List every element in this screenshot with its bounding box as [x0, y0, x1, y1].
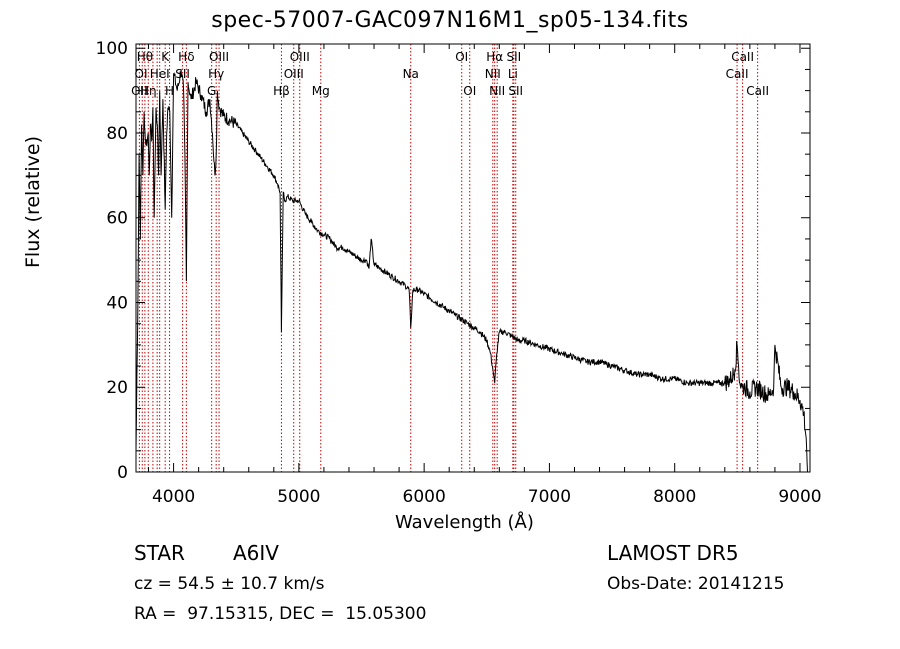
redshift-readout: cz = 54.5 ± 10.7 km/s — [134, 574, 325, 594]
spectral-line-labels: OIIHθHηHeIKHSIIHδGHγOIIIHβOIIIOIIIMgNaOI… — [131, 50, 769, 98]
axis-tick-labels: 4000 5000 6000 7000 8000 9000 0 20 40 60 80 100 — [96, 39, 822, 507]
object-class: STAR — [134, 541, 185, 565]
x-tick-label: 9000 — [778, 487, 821, 507]
y-tick-label: 40 — [106, 293, 128, 313]
survey-name: LAMOST DR5 — [607, 541, 739, 565]
spectral-line-label: OIII — [290, 50, 310, 64]
spectral-line-label: H — [165, 84, 174, 98]
x-tick-label: 5000 — [277, 487, 320, 507]
spectral-line-label: OIII — [284, 67, 304, 81]
x-tick-label: 6000 — [403, 487, 446, 507]
spectral-line-label: Li — [508, 67, 518, 81]
spectral-line-label: OI — [455, 50, 468, 64]
y-axis-label: Flux (relative) — [22, 135, 44, 268]
spectral-line-label: CaII — [726, 67, 749, 81]
axis-ticks — [136, 44, 810, 473]
spectral-line-label: CaII — [731, 50, 754, 64]
spectral-line-label: G — [207, 84, 216, 98]
chart-title: spec-57007-GAC097N16M1_sp05-134.fits — [211, 8, 689, 33]
spectral-line-label: Hδ — [178, 50, 194, 64]
spectral-line-label: NII — [485, 67, 501, 81]
spectral-line-label: K — [161, 50, 170, 64]
spectral-line-label: SII — [506, 50, 521, 64]
plot-frame — [135, 43, 811, 473]
y-tick-label: 80 — [106, 124, 128, 144]
object-subclass: A6IV — [233, 541, 279, 565]
spectral-line-label: OIII — [209, 50, 229, 64]
x-tick-label: 8000 — [653, 487, 696, 507]
spectral-line-label: Mg — [312, 84, 330, 98]
y-tick-label: 100 — [96, 39, 128, 59]
spectral-line-label: SII — [175, 67, 190, 81]
spectral-line-label: Hθ — [137, 50, 153, 64]
y-tick-label: 0 — [117, 463, 128, 483]
spectral-line-label: HeI — [150, 67, 170, 81]
spectral-line-label: SII — [508, 84, 523, 98]
x-axis-label: Wavelength (Å) — [395, 512, 534, 533]
observation-date: Obs-Date: 20141215 — [607, 574, 785, 594]
spectral-line-label: Hβ — [273, 84, 290, 98]
y-tick-label: 60 — [106, 209, 128, 229]
y-tick-label: 20 — [106, 378, 128, 398]
x-tick-label: 7000 — [528, 487, 571, 507]
spectral-line-label: CaII — [746, 84, 769, 98]
spectral-line-label: NII — [489, 84, 505, 98]
spectral-line-markers — [138, 44, 759, 472]
spectral-line-label: Hη — [140, 84, 157, 98]
coordinates-readout: RA = 97.15315, DEC = 15.05300 — [134, 604, 427, 624]
spectral-line-label: Hγ — [208, 67, 224, 81]
x-tick-label: 4000 — [152, 487, 195, 507]
spectral-line-label: OI — [463, 84, 476, 98]
flux-series-line — [135, 69, 808, 473]
spectral-line-label: Na — [403, 67, 419, 81]
spectral-line-label: Hα — [486, 50, 503, 64]
spectral-line-label: OI — [135, 67, 148, 81]
